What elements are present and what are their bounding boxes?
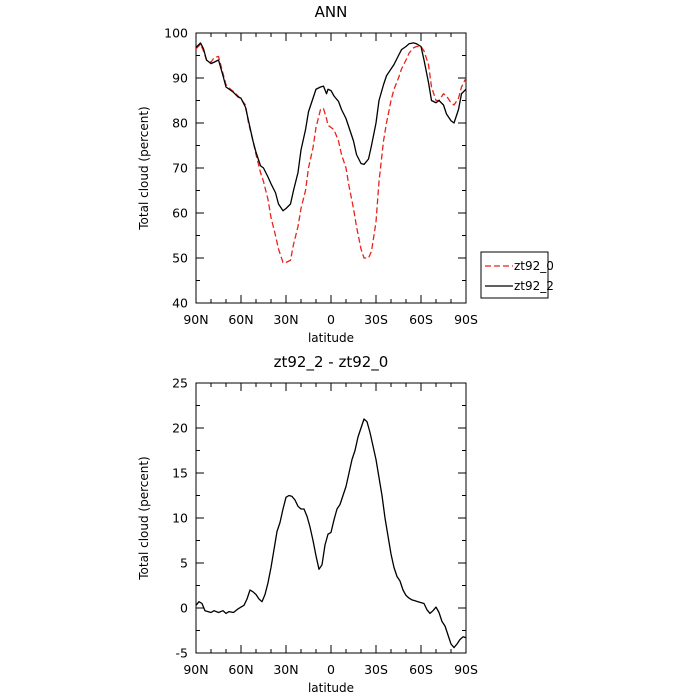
- panel-2-y-tick-label: 5: [180, 556, 188, 571]
- panel-2-y-tick-label: -5: [176, 646, 188, 661]
- panel-1-y-tick-label: 40: [172, 296, 188, 311]
- panel-1-title: ANN: [315, 3, 348, 21]
- panel-2-y-tick-label: 20: [172, 421, 188, 436]
- panel-2-plot-frame: [195, 382, 467, 654]
- panel-1-x-tick-label: 30S: [364, 312, 388, 327]
- panel-1-x-tick-label: 30N: [273, 312, 298, 327]
- panel-2-x-axis-label: latitude: [308, 681, 354, 695]
- legend-label-zt92-0: zt92_0: [514, 259, 554, 273]
- panel-2-y-tick-label: 0: [180, 601, 188, 616]
- panel-1-x-tick-label: 60N: [228, 312, 253, 327]
- panel-1-x-tick-label: 90S: [454, 312, 478, 327]
- panel-2-x-tick-label: 90N: [183, 662, 208, 677]
- panel-1-plot-frame: [195, 32, 467, 304]
- panel-2-title: zt92_2 - zt92_0: [274, 353, 389, 372]
- legend-label-zt92-2: zt92_2: [514, 279, 554, 293]
- panel-2-x-tick-label: 0: [327, 662, 335, 677]
- panel-2-y-tick-label: 10: [172, 511, 188, 526]
- panel-2-y-axis-label: Total cloud (percent): [137, 456, 151, 580]
- panel-1-x-tick-label: 0: [327, 312, 335, 327]
- panel-1-x-tick-label: 60S: [409, 312, 433, 327]
- legend: zt92_0 zt92_2: [480, 251, 554, 299]
- panel-1-x-tick-label: 90N: [183, 312, 208, 327]
- legend-box: [480, 251, 549, 299]
- panel-2-series-line-1: [196, 418, 466, 649]
- panel-1-y-tick-label: 100: [164, 26, 188, 41]
- chart-panels: 90N 60N 30N 0 30S 60S 90S405060708090100ANNlat…: [137, 3, 554, 695]
- panel-1-y-axis-label: Total cloud (percent): [137, 106, 151, 230]
- panel-2-x-tick-label: 60N: [228, 662, 253, 677]
- panel-2-y-tick-label: 15: [172, 466, 188, 481]
- panel-1-y-tick-label: 90: [172, 71, 188, 86]
- panel-2: 90N 60N 30N 0 30S 60S 90S -5 0 5 10 15 20 25 zt92_2 - …: [137, 353, 478, 695]
- panel-1-series-line-zt92-0: [196, 43, 466, 264]
- panel-2-x-tick-label: 30N: [273, 662, 298, 677]
- panel-2-x-tick-label: 60S: [409, 662, 433, 677]
- panel-1: 90N 60N 30N 0 30S 60S 90S 40 50 60 70 80 90 100 ANN lat…: [137, 3, 554, 345]
- panel-1-y-tick-label: 80: [172, 116, 188, 131]
- panel-1-x-axis-label: latitude: [308, 331, 354, 345]
- panel-2-x-tick-label: 90S: [454, 662, 478, 677]
- panel-1-y-tick-label: 70: [172, 161, 188, 176]
- panel-1-series-line-zt92-2: [196, 42, 466, 212]
- panel-1-y-tick-label: 60: [172, 206, 188, 221]
- panel-1-y-tick-label: 50: [172, 251, 188, 266]
- panel-2-x-tick-label: 30S: [364, 662, 388, 677]
- panel-2-y-tick-label: 25: [172, 376, 188, 391]
